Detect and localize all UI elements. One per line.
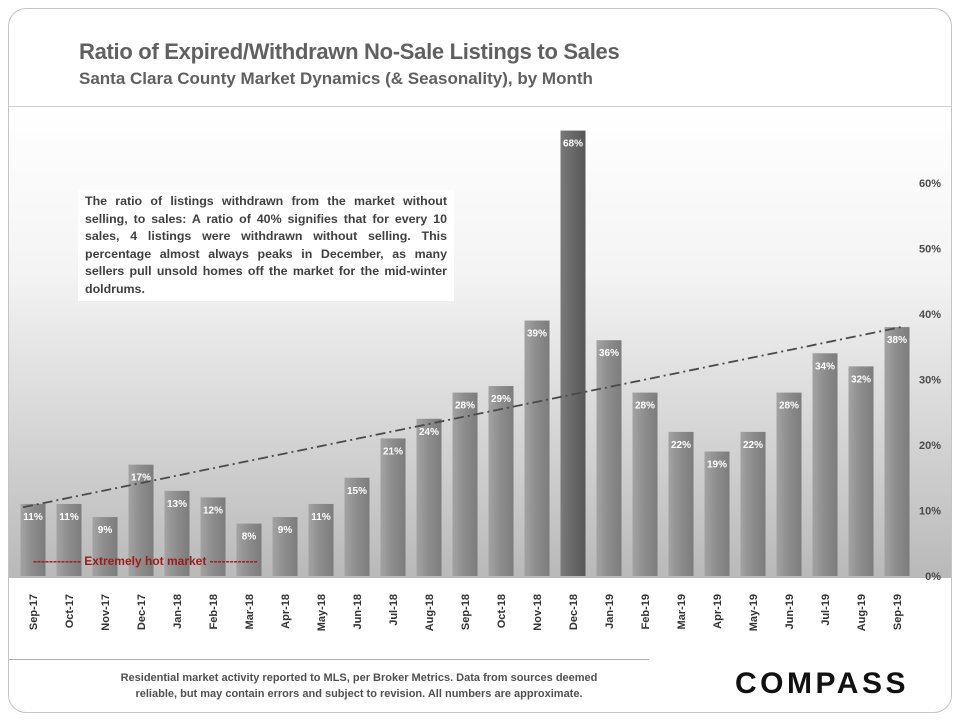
bar-value-label: 11%	[311, 512, 331, 523]
x-tick-label: Mar-18	[244, 594, 256, 629]
footnote: Residential market activity reported to …	[49, 670, 669, 702]
chart-subtitle: Santa Clara County Market Dynamics (& Se…	[79, 69, 593, 88]
x-tick-label: Jan-18	[172, 594, 184, 629]
bar	[848, 366, 874, 576]
bar	[380, 438, 406, 576]
bar	[20, 503, 46, 576]
x-tick-label: Nov-17	[100, 594, 112, 631]
footer-divider	[9, 659, 649, 660]
x-tick-label: Jun-19	[784, 594, 796, 629]
x-tick-label: Dec-18	[568, 594, 580, 630]
bar	[488, 386, 514, 576]
bar-value-label: 19%	[707, 460, 727, 471]
bar-value-label: 68%	[563, 139, 583, 150]
bar-value-label: 34%	[815, 361, 835, 372]
bar-value-label: 22%	[743, 440, 763, 451]
x-tick-label: Feb-19	[640, 594, 652, 629]
trend-line	[22, 326, 902, 509]
bar	[596, 340, 622, 576]
bar-value-label: 29%	[491, 394, 511, 405]
y-tick-label: 50%	[919, 244, 941, 256]
bar-value-label: 13%	[167, 499, 187, 510]
x-tick-label: Aug-18	[424, 594, 436, 631]
bar	[272, 517, 298, 576]
bar-value-label: 17%	[131, 473, 151, 484]
bar-value-label: 8%	[242, 532, 257, 543]
x-tick-label: Sep-18	[460, 594, 472, 630]
bar-value-label: 28%	[455, 401, 475, 412]
bar-value-label: 38%	[887, 335, 907, 346]
bar	[524, 320, 550, 576]
bar	[884, 327, 910, 576]
x-tick-label: Jul-19	[820, 594, 832, 626]
bar	[704, 451, 730, 576]
x-tick-label: Dec-17	[136, 594, 148, 630]
y-tick-label: 40%	[919, 309, 941, 321]
chart-card: Ratio of Expired/Withdrawn No-Sale Listi…	[8, 8, 952, 713]
bar-value-label: 12%	[203, 505, 223, 516]
x-tick-label: Nov-18	[532, 594, 544, 631]
hot-market-annotation: ------------ Extremely hot market ------…	[33, 554, 258, 568]
x-tick-label: Jun-18	[352, 594, 364, 629]
x-tick-label: Sep-19	[892, 594, 904, 630]
x-tick-label: Apr-19	[712, 594, 724, 629]
bar	[56, 503, 82, 576]
bar	[632, 392, 658, 576]
bar	[560, 130, 586, 576]
bar-value-label: 21%	[383, 446, 403, 457]
y-tick-label: 10%	[919, 506, 941, 518]
bar-value-label: 22%	[671, 440, 691, 451]
bar-value-label: 15%	[347, 486, 367, 497]
y-axis: 0% 10% 20% 30% 40% 50% 60%	[919, 178, 941, 583]
bar	[416, 418, 442, 576]
x-axis: Sep-17 Oct-17 Nov-17 Dec-17 Jan-18 Feb-18 Mar-…	[28, 594, 904, 631]
bar-value-label: 28%	[635, 401, 655, 412]
y-tick-label: 60%	[919, 178, 941, 190]
y-tick-label: 30%	[919, 375, 941, 387]
bar	[164, 490, 190, 576]
x-tick-label: Aug-19	[856, 594, 868, 631]
explanation-note: The ratio of listings withdrawn from the…	[78, 190, 454, 301]
bar-value-label: 9%	[278, 525, 293, 536]
x-tick-label: May-18	[316, 594, 328, 631]
x-tick-label: Jan-19	[604, 594, 616, 629]
x-tick-label: Mar-19	[676, 594, 688, 629]
bar-value-label: 36%	[599, 348, 619, 359]
y-tick-label: 20%	[919, 440, 941, 452]
bar	[236, 523, 262, 576]
bar-value-label: 24%	[419, 427, 439, 438]
x-tick-label: Oct-17	[64, 594, 76, 628]
header-divider	[9, 106, 951, 107]
data-labels: 11% 11% 9% 17% 13% 12% 8% 9% 11% 15% 21% 24% 28% 29% 3…	[23, 139, 907, 543]
bar-value-label: 39%	[527, 329, 547, 340]
bar	[92, 517, 118, 576]
bar	[344, 477, 370, 576]
bar-value-label: 9%	[98, 525, 113, 536]
bar	[740, 431, 766, 576]
bar	[200, 497, 226, 576]
bar	[308, 503, 334, 576]
x-tick-label: Oct-18	[496, 594, 508, 628]
y-tick-label: 0%	[925, 571, 941, 583]
bar	[776, 392, 802, 576]
bar	[812, 353, 838, 576]
x-tick-label: Sep-17	[28, 594, 40, 630]
bar-value-label: 11%	[59, 512, 79, 523]
footnote-line-1: Residential market activity reported to …	[120, 672, 598, 684]
chart-title: Ratio of Expired/Withdrawn No-Sale Listi…	[79, 39, 620, 64]
bar-value-label: 32%	[851, 374, 871, 385]
x-tick-label: Feb-18	[208, 594, 220, 629]
bar	[452, 392, 478, 576]
x-tick-label: Jul-18	[388, 594, 400, 626]
compass-logo: COMPASS	[735, 667, 909, 700]
bar-value-label: 28%	[779, 401, 799, 412]
x-tick-label: May-19	[748, 594, 760, 631]
x-tick-label: Apr-18	[280, 594, 292, 629]
bar-series	[20, 130, 910, 576]
footnote-line-2: reliable, but may contain errors and sub…	[135, 688, 583, 700]
bar	[668, 431, 694, 576]
bar-chart: 0% 10% 20% 30% 40% 50% 60% 11% 11% 9% 17% 13% 12% 8%…	[9, 107, 951, 631]
bar-value-label: 11%	[23, 512, 43, 523]
